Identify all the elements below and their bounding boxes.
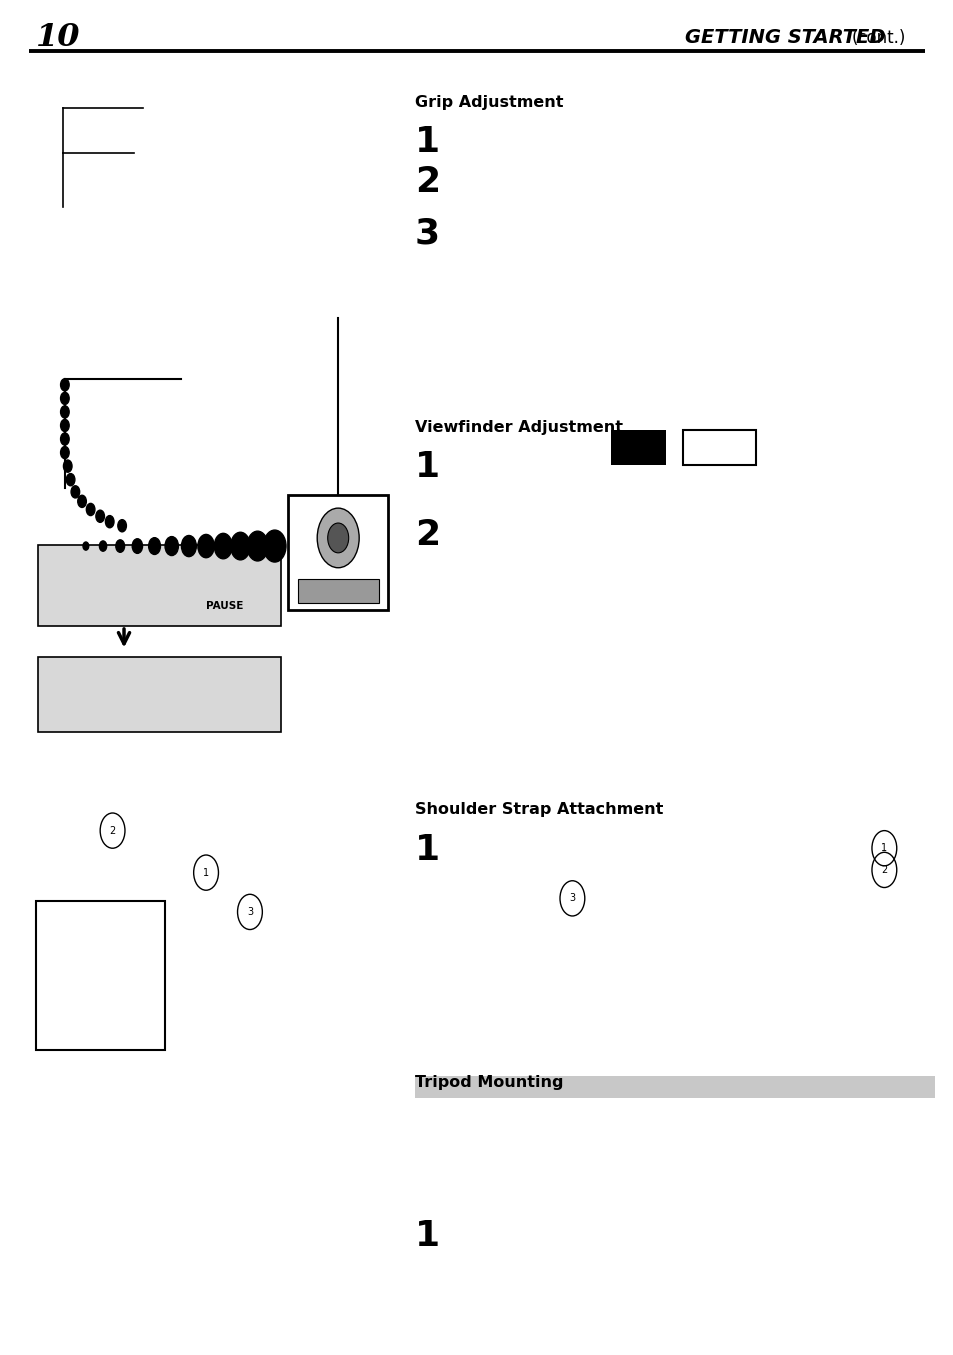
- Text: 1: 1: [415, 1220, 439, 1253]
- Circle shape: [197, 534, 214, 558]
- Circle shape: [328, 523, 348, 553]
- Text: 2: 2: [415, 165, 439, 199]
- Circle shape: [71, 486, 79, 499]
- Circle shape: [105, 516, 114, 528]
- Circle shape: [181, 535, 196, 557]
- Text: 2: 2: [881, 864, 886, 875]
- Circle shape: [231, 533, 250, 560]
- Circle shape: [61, 378, 69, 390]
- Circle shape: [86, 504, 95, 516]
- Circle shape: [95, 511, 105, 522]
- Bar: [38, 657, 281, 732]
- Circle shape: [149, 538, 160, 554]
- Circle shape: [214, 534, 232, 558]
- Text: 1: 1: [415, 125, 439, 159]
- Circle shape: [263, 530, 286, 562]
- Circle shape: [165, 537, 178, 556]
- Bar: [610, 430, 665, 465]
- Text: 3: 3: [247, 906, 253, 917]
- Text: 3: 3: [569, 893, 575, 904]
- Circle shape: [118, 520, 126, 531]
- Circle shape: [77, 496, 86, 508]
- Bar: [36, 901, 165, 1050]
- Bar: [415, 1076, 934, 1098]
- Circle shape: [115, 539, 125, 553]
- Bar: [682, 430, 755, 465]
- Circle shape: [247, 531, 268, 561]
- Circle shape: [61, 447, 69, 458]
- Bar: [288, 495, 388, 610]
- Text: 3: 3: [415, 217, 439, 251]
- Text: 2: 2: [110, 825, 115, 836]
- Circle shape: [61, 393, 69, 404]
- Text: GETTING STARTED: GETTING STARTED: [684, 28, 884, 47]
- Text: Grip Adjustment: Grip Adjustment: [415, 95, 563, 110]
- Circle shape: [61, 434, 69, 444]
- Bar: [38, 545, 281, 626]
- Text: (cont.): (cont.): [851, 28, 905, 47]
- Circle shape: [316, 508, 358, 568]
- Text: 10: 10: [36, 23, 81, 53]
- Text: Tripod Mounting: Tripod Mounting: [415, 1075, 563, 1089]
- Circle shape: [61, 406, 69, 417]
- Text: 2: 2: [415, 518, 439, 551]
- Text: 1: 1: [415, 833, 439, 867]
- Circle shape: [83, 542, 89, 550]
- Text: 1: 1: [203, 867, 209, 878]
- Bar: [297, 579, 378, 603]
- Text: PAUSE: PAUSE: [206, 600, 243, 611]
- Circle shape: [132, 539, 142, 553]
- Text: Viewfinder Adjustment: Viewfinder Adjustment: [415, 420, 622, 435]
- Text: 1: 1: [881, 843, 886, 854]
- Text: Shoulder Strap Attachment: Shoulder Strap Attachment: [415, 802, 662, 817]
- Text: 1: 1: [415, 450, 439, 484]
- Circle shape: [99, 541, 107, 551]
- Circle shape: [67, 474, 74, 485]
- Circle shape: [61, 420, 69, 431]
- Circle shape: [63, 461, 71, 473]
